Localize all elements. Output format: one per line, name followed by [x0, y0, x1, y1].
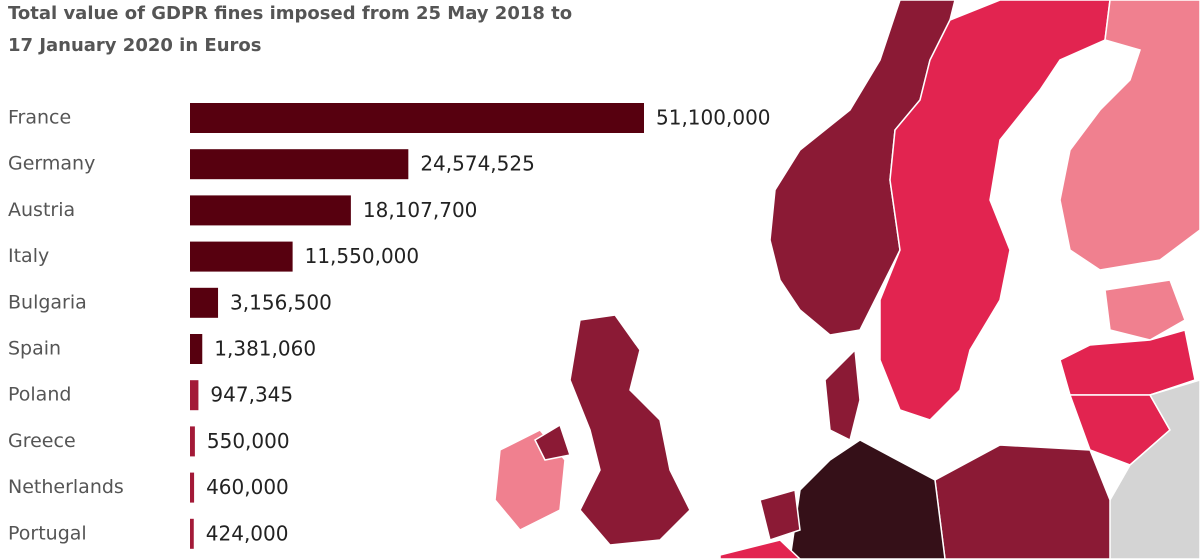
value-label: 51,100,000	[656, 106, 771, 130]
value-label: 424,000	[206, 521, 289, 545]
map-region	[1059, 0, 1200, 271]
value-label: 24,574,525	[420, 152, 535, 176]
map-region	[824, 348, 861, 442]
category-label: Germany	[8, 153, 95, 175]
bar	[190, 241, 293, 272]
bar	[190, 103, 644, 133]
bar	[190, 287, 219, 318]
bar	[190, 334, 203, 364]
category-label: Portugal	[8, 522, 87, 544]
map-region	[719, 539, 802, 559]
category-label: Italy	[8, 245, 49, 267]
bar	[190, 426, 195, 457]
map-region	[759, 489, 801, 541]
value-label: 11,550,000	[305, 244, 420, 268]
map-region	[879, 0, 1111, 421]
category-label: Greece	[8, 430, 76, 452]
bar	[190, 149, 409, 180]
category-label: Bulgaria	[8, 291, 87, 313]
category-label: Spain	[8, 338, 61, 360]
category-label: Austria	[8, 199, 75, 221]
map-region	[789, 439, 946, 559]
value-label: 18,107,700	[363, 198, 478, 222]
map-region	[1059, 329, 1196, 396]
category-label: Poland	[8, 384, 71, 406]
map-region	[569, 314, 691, 546]
map-background	[494, 0, 1200, 559]
bar	[190, 195, 351, 226]
map-region	[1104, 279, 1186, 341]
value-label: 3,156,500	[230, 290, 332, 314]
map-region	[934, 444, 1111, 559]
chart-title: Total value of GDPR fines imposed from 2…	[8, 3, 572, 24]
value-label: 947,345	[210, 383, 293, 407]
value-label: 550,000	[207, 429, 290, 453]
value-label: 460,000	[206, 475, 289, 499]
map-region	[534, 423, 571, 461]
bar	[190, 472, 195, 503]
bar	[190, 380, 199, 411]
bar	[190, 518, 194, 549]
category-label: Netherlands	[8, 476, 124, 498]
chart-title: 17 January 2020 in Euros	[8, 35, 262, 56]
value-label: 1,381,060	[214, 337, 316, 361]
category-label: France	[8, 107, 71, 129]
